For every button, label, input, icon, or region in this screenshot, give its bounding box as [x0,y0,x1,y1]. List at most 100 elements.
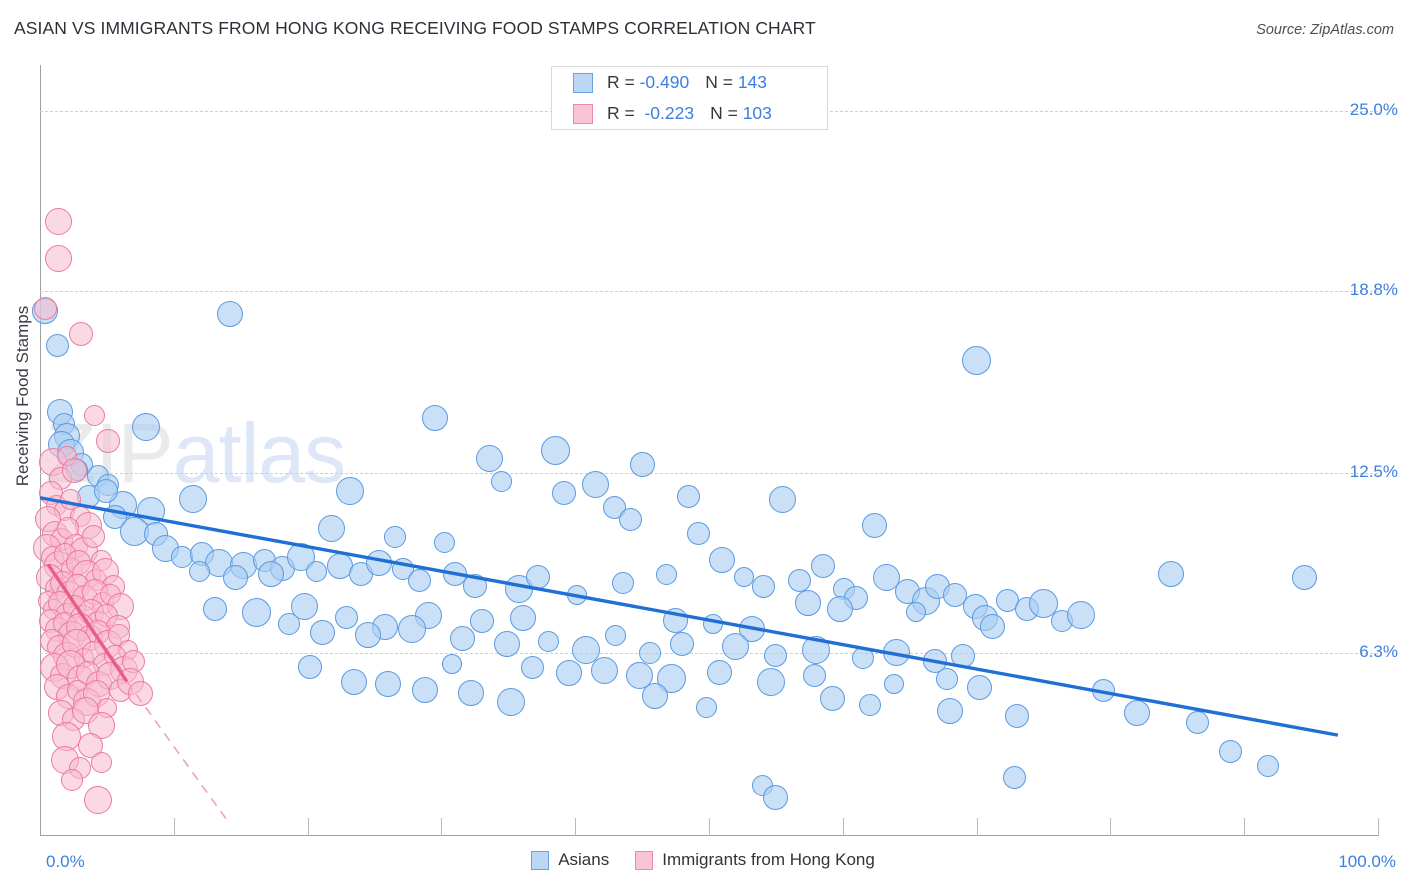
scatter-point[interactable] [581,471,609,499]
scatter-point[interactable] [629,451,655,477]
scatter-point[interactable] [450,625,476,651]
scatter-point[interactable] [383,525,406,548]
scatter-point[interactable] [591,656,619,684]
scatter-point[interactable] [788,568,812,592]
scatter-point[interactable] [709,547,736,573]
scatter-point[interactable] [178,485,207,514]
scatter-point[interactable] [695,697,717,719]
scatter-point[interactable] [618,507,642,531]
scatter-point[interactable] [752,574,776,598]
scatter-point[interactable] [258,561,285,588]
scatter-point[interactable] [525,565,550,590]
scatter-point[interactable] [496,687,525,716]
scatter-point[interactable] [703,613,723,634]
scatter-point[interactable] [242,597,272,627]
scatter-point[interactable] [707,660,733,686]
scatter-point[interactable] [980,614,1006,640]
scatter-point[interactable] [277,612,300,635]
scatter-point[interactable] [810,553,835,578]
scatter-point[interactable] [802,635,831,664]
scatter-point[interactable] [537,630,559,652]
scatter-point[interactable] [306,561,328,583]
scatter-point[interactable] [555,659,582,686]
scatter-point[interactable] [1092,678,1116,702]
scatter-point[interactable] [827,596,854,623]
scatter-point[interactable] [1157,561,1184,588]
scatter-point[interactable] [354,622,381,649]
legend-item-asians[interactable]: Asians [531,850,609,870]
scatter-point[interactable] [604,624,626,646]
scatter-point[interactable] [540,435,570,465]
scatter-point[interactable] [408,568,432,592]
scatter-point[interactable] [962,345,992,375]
scatter-point[interactable] [510,604,537,631]
legend-item-hongkong[interactable]: Immigrants from Hong Kong [635,850,875,870]
scatter-point[interactable] [1004,704,1029,729]
scatter-point[interactable] [203,597,228,622]
scatter-point[interactable] [1291,564,1317,590]
scatter-point[interactable] [457,680,484,707]
scatter-point[interactable] [334,606,358,630]
scatter-point[interactable] [412,677,439,704]
scatter-point[interactable] [795,590,821,617]
scatter-point[interactable] [69,322,94,347]
scatter-point[interactable] [906,602,927,623]
scatter-point[interactable] [45,207,73,235]
scatter-point[interactable] [612,572,635,595]
scatter-point[interactable] [45,245,73,273]
scatter-point[interactable] [862,512,888,538]
scatter-point[interactable] [93,478,118,503]
scatter-point[interactable] [62,457,88,483]
scatter-point[interactable] [756,667,785,696]
scatter-point[interactable] [883,674,904,695]
scatter-point[interactable] [1219,739,1243,763]
scatter-point[interactable] [722,633,750,661]
scatter-point[interactable] [216,300,243,327]
scatter-point[interactable] [493,630,520,657]
scatter-point[interactable] [1257,754,1280,777]
scatter-point[interactable] [520,655,544,679]
scatter-point[interactable] [1066,601,1095,629]
scatter-point[interactable] [1124,700,1151,727]
scatter-point[interactable] [309,619,335,645]
scatter-point[interactable] [318,514,346,542]
scatter-point[interactable] [663,608,689,634]
scatter-point[interactable] [131,412,160,441]
scatter-point[interactable] [686,522,710,546]
scatter-point[interactable] [491,471,513,493]
scatter-point[interactable] [642,683,669,710]
scatter-point[interactable] [222,564,248,590]
scatter-point[interactable] [670,631,695,656]
scatter-point[interactable] [96,429,121,454]
scatter-point[interactable] [882,639,910,667]
scatter-point[interactable] [365,549,392,576]
scatter-point[interactable] [91,752,113,774]
scatter-point[interactable] [469,608,494,633]
scatter-point[interactable] [188,561,210,583]
scatter-point[interactable] [83,786,112,815]
scatter-point[interactable] [82,525,106,549]
scatter-point[interactable] [819,686,845,712]
scatter-point[interactable] [341,668,368,695]
scatter-point[interactable] [45,334,69,358]
scatter-point[interactable] [566,584,587,605]
scatter-point[interactable] [733,567,754,588]
scatter-point[interactable] [421,405,448,432]
scatter-point[interactable] [936,667,959,690]
scatter-point[interactable] [61,769,84,791]
scatter-point[interactable] [442,654,463,675]
scatter-point[interactable] [639,641,662,664]
scatter-point[interactable] [951,643,976,668]
scatter-point[interactable] [33,296,57,320]
scatter-point[interactable] [127,680,153,706]
scatter-point[interactable] [433,532,455,554]
scatter-point[interactable] [966,674,992,700]
scatter-point[interactable] [374,671,401,698]
scatter-point[interactable] [677,484,701,508]
scatter-point[interactable] [462,574,487,599]
scatter-point[interactable] [552,481,577,506]
scatter-point[interactable] [1185,710,1209,734]
scatter-point[interactable] [936,697,963,724]
scatter-point[interactable] [476,445,504,473]
scatter-point[interactable] [764,644,788,668]
